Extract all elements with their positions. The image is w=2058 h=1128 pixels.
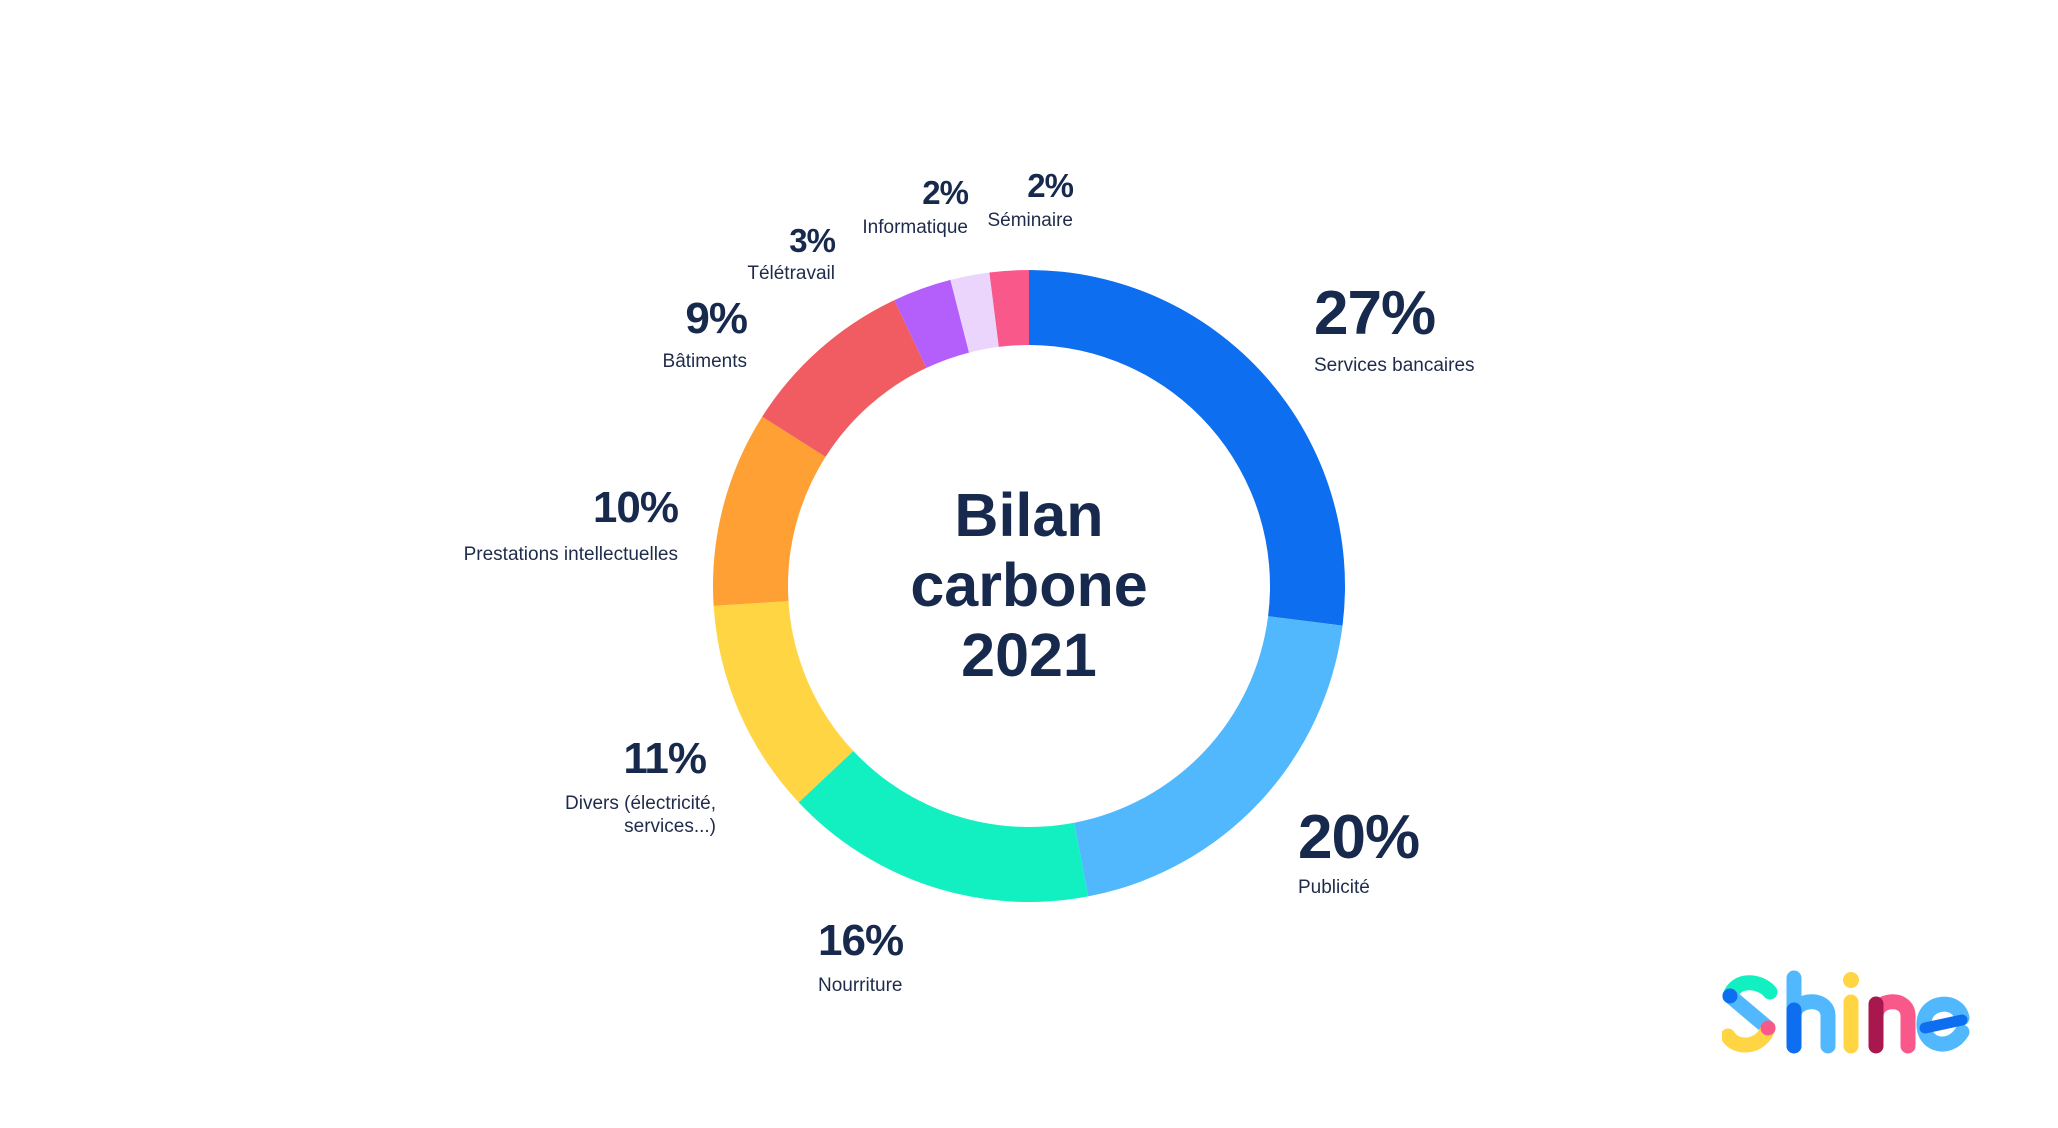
- donut-slice-s-minaire: [989, 270, 1029, 347]
- label-name: Services bancaires: [1314, 355, 1475, 376]
- label-percent: 16%: [818, 916, 904, 965]
- logo-e-bowl: [1916, 996, 1970, 1052]
- label-name: Séminaire: [987, 210, 1073, 231]
- center-title-line-1: Bilan: [954, 481, 1104, 549]
- donut-slice-t-l-travail: [894, 279, 970, 368]
- label-name-line-1: Divers (électricité,: [565, 793, 716, 814]
- label-teletravail: 3% Télétravail: [700, 222, 836, 285]
- donut-slice-informatique: [950, 272, 999, 353]
- label-nourriture: 16% Nourriture: [818, 916, 904, 997]
- label-percent: 10%: [592, 483, 679, 532]
- label-divers: 11% Divers (électricité, services...): [500, 736, 716, 838]
- label-name: Nourriture: [818, 975, 903, 996]
- label-name: Télétravail: [747, 263, 835, 284]
- logo-s-mid: [1722, 988, 1776, 1036]
- label-percent: 11%: [623, 734, 707, 783]
- label-percent: 27%: [1314, 279, 1436, 348]
- label-name: Publicité: [1298, 877, 1370, 898]
- label-name: Bâtiments: [662, 351, 747, 372]
- donut-slice-divers-lectricit-services: [713, 601, 854, 803]
- label-seminaire: 2% Séminaire: [960, 167, 1074, 232]
- label-name: Prestations intellectuelles: [463, 544, 678, 565]
- label-percent: 2%: [1027, 167, 1074, 204]
- label-prestations-intellectuelles: 10% Prestations intellectuelles: [400, 483, 679, 566]
- label-percent: 3%: [789, 222, 836, 259]
- label-percent: 20%: [1298, 803, 1420, 872]
- center-title-line-2: carbone: [910, 551, 1148, 619]
- label-publicite: 20% Publicité: [1298, 803, 1420, 899]
- donut-slice-nourriture: [798, 750, 1089, 902]
- chart-center-title: Bilan carbone 2021: [829, 480, 1229, 690]
- label-percent: 9%: [685, 294, 748, 343]
- label-services-bancaires: 27% Services bancaires: [1314, 282, 1475, 377]
- label-name-line-2: services...): [624, 816, 716, 837]
- label-informatique: 2% Informatique: [840, 174, 969, 239]
- donut-slice-publicit: [1074, 616, 1343, 897]
- donut-slice-services-bancaires: [1029, 270, 1345, 626]
- logo-e-bar: [1919, 1014, 1968, 1034]
- label-batiments: 9% Bâtiments: [600, 294, 748, 373]
- shine-logo: [1722, 970, 1970, 1054]
- donut-slice-prestations-intellectuelles: [713, 416, 826, 606]
- donut-slice-b-timents: [762, 300, 927, 457]
- center-title-line-3: 2021: [961, 621, 1097, 689]
- label-name: Informatique: [862, 217, 968, 238]
- label-percent: 2%: [922, 174, 969, 211]
